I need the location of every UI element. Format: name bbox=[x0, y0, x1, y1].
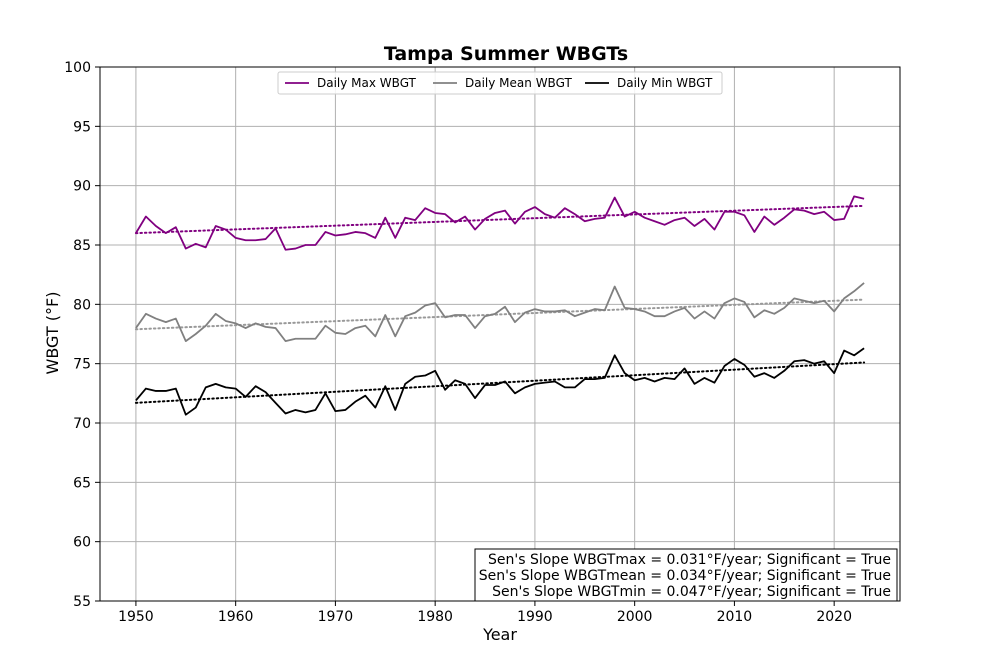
annotation-box bbox=[474, 548, 898, 602]
x-tick-label: 1980 bbox=[417, 609, 453, 625]
series-line bbox=[135, 347, 865, 416]
x-tick-label: 1990 bbox=[517, 609, 553, 625]
axis-ticks: 1950 1960 1970 1980 1990 2000 2010 2020 55 60 65 70… bbox=[64, 60, 852, 625]
y-tick-label: 95 bbox=[73, 119, 91, 135]
slope-annotation-line: Sen's Slope WBGTmax = 0.031°F/year; Sign… bbox=[488, 552, 891, 568]
y-tick-label: 85 bbox=[73, 238, 91, 254]
y-tick-label: 100 bbox=[64, 60, 91, 76]
series-lines bbox=[135, 195, 865, 416]
slope-annotation-box: Sen's Slope WBGTmax = 0.031°F/year; Sign… bbox=[474, 548, 898, 602]
x-tick-label: 2000 bbox=[617, 609, 653, 625]
x-tick-label: 1960 bbox=[218, 609, 254, 625]
legend-label: Daily Mean WBGT bbox=[465, 76, 572, 90]
x-axis-label: Year bbox=[482, 625, 517, 644]
x-tick-label: 2010 bbox=[717, 609, 753, 625]
series-line bbox=[135, 195, 865, 251]
slope-annotation-line: Sen's Slope WBGTmean = 0.034°F/year; Sig… bbox=[479, 568, 891, 584]
y-tick-label: 70 bbox=[73, 416, 91, 432]
y-tick-label: 80 bbox=[73, 297, 91, 313]
y-axis-label: WBGT (°F) bbox=[43, 292, 62, 375]
legend-label: Daily Min WBGT bbox=[617, 76, 713, 90]
x-tick-label: 1970 bbox=[318, 609, 354, 625]
x-tick-label: 1950 bbox=[118, 609, 154, 625]
y-tick-label: 65 bbox=[73, 475, 91, 491]
legend-box bbox=[277, 71, 723, 95]
y-tick-label: 60 bbox=[73, 535, 91, 551]
trend-line bbox=[134, 204, 866, 235]
y-tick-label: 75 bbox=[73, 357, 91, 373]
y-tick-label: 90 bbox=[73, 179, 91, 195]
slope-annotation-line: Sen's Slope WBGTmin = 0.047°F/year; Sign… bbox=[492, 584, 891, 600]
y-tick-label: 55 bbox=[73, 594, 91, 610]
legend-label: Daily Max WBGT bbox=[317, 76, 417, 90]
legend: Daily Max WBGT Daily Mean WBGT Daily Min W… bbox=[277, 71, 723, 95]
series-line bbox=[135, 282, 865, 343]
chart-title: Tampa Summer WBGTs bbox=[384, 43, 628, 65]
x-tick-label: 2020 bbox=[816, 609, 852, 625]
